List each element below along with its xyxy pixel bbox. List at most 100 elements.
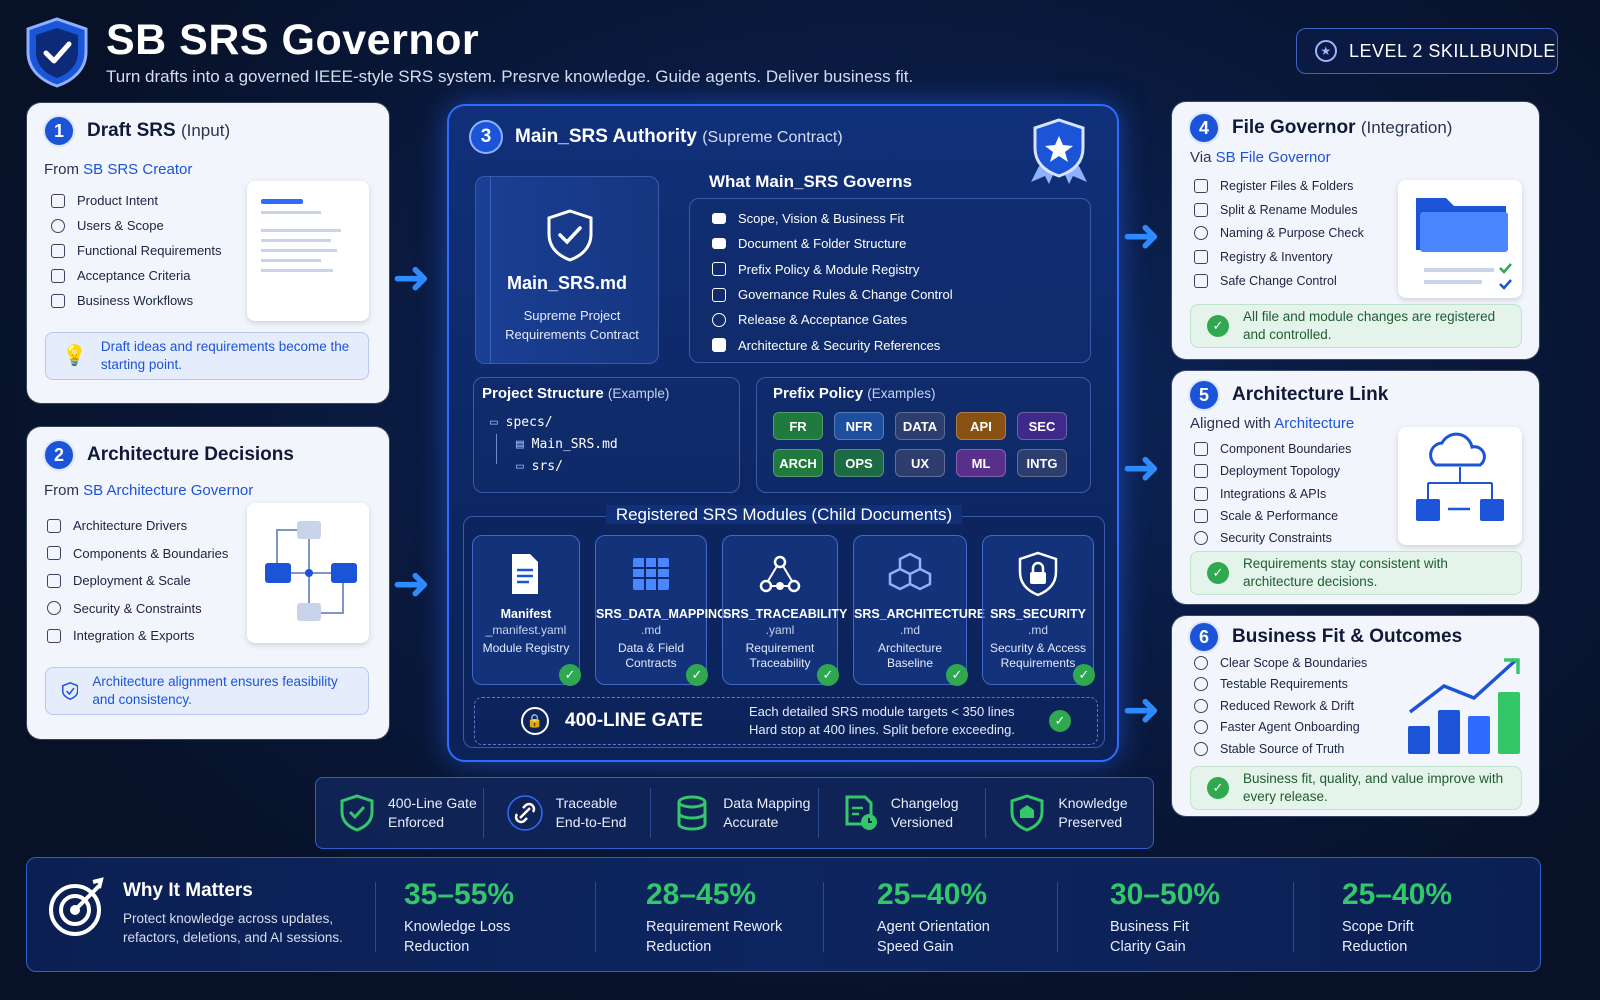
- card-note: 💡 Draft ideas and requirements become th…: [45, 332, 369, 380]
- list-item-label: Scope, Vision & Business Fit: [738, 211, 904, 227]
- stat-label-1: Business Fit: [1110, 919, 1189, 935]
- stat-item: 35–55% Knowledge Loss Reduction: [404, 878, 514, 957]
- page-subtitle: Turn drafts into a governed IEEE-style S…: [106, 67, 914, 86]
- topology-icon: [1194, 464, 1208, 479]
- module-card[interactable]: SRS_ARCHITECTURE .md Architecture Baseline…: [853, 535, 985, 686]
- module-card[interactable]: SRS_SECURITY .md Security & Access Require…: [982, 535, 1095, 686]
- file-icon: ▤: [516, 437, 524, 452]
- prefix-badge: SEC: [1017, 412, 1067, 440]
- clipboard-icon: [712, 287, 726, 302]
- list-item: Stable Source of Truth: [1194, 738, 1367, 760]
- list-item-label: Split & Rename Modules: [1220, 202, 1358, 217]
- prefix-badge: NFR: [834, 412, 884, 440]
- list-item: Acceptance Criteria: [51, 263, 222, 288]
- tree-folder: ▭ srs/: [490, 456, 618, 478]
- list-item: Integration & Exports: [47, 622, 228, 650]
- folder-icon: [1194, 178, 1208, 193]
- stat-label-2: Clarity Gain: [1110, 938, 1186, 955]
- architecture-diagram-icon: [247, 503, 369, 643]
- divider: [595, 882, 596, 952]
- check-icon: ✓: [817, 664, 839, 686]
- security-icon: [1194, 531, 1208, 546]
- source-prefix: From: [44, 161, 79, 178]
- source-link[interactable]: SB File Governor: [1215, 149, 1331, 166]
- module-card[interactable]: SRS_DATA_MAPPING .md Data & Field Contract…: [595, 535, 727, 686]
- check-icon: ✓: [1207, 777, 1229, 799]
- card-source: From SB SRS Creator: [44, 161, 192, 178]
- list-item: Safe Change Control: [1194, 269, 1364, 293]
- module-description: Requirement Traceability: [745, 641, 815, 670]
- card-title: Architecture Decisions: [87, 444, 294, 465]
- feature-line-1: Data Mapping: [723, 795, 811, 812]
- feature-line-1: Traceable: [555, 795, 618, 812]
- structure-tag: (Example): [607, 386, 670, 401]
- stat-value: 35–55%: [404, 878, 515, 911]
- source-link[interactable]: SB SRS Creator: [83, 161, 193, 178]
- module-description: Data & Field Contracts: [617, 641, 685, 670]
- card-note-text: Draft ideas and requirements become the …: [100, 339, 350, 372]
- modules-title-wrap: Registered SRS Modules (Child Documents): [464, 505, 1104, 525]
- card-note-text: All file and module changes are register…: [1243, 309, 1496, 342]
- source-link[interactable]: Architecture: [1274, 415, 1355, 432]
- list-item-label: Architecture Drivers: [73, 518, 188, 534]
- tree-file: ▤ Main_SRS.md: [490, 434, 618, 456]
- list-item-label: Business Workflows: [77, 293, 194, 308]
- divider: [375, 882, 376, 952]
- feature-item: Changelog Versioned: [819, 788, 987, 838]
- card-note: ✓ Requirements stay consistent with arch…: [1190, 551, 1522, 595]
- list-item-label: Reduced Rework & Drift: [1220, 698, 1355, 713]
- card-note: Architecture alignment ensures feasibili…: [45, 667, 369, 715]
- source-link[interactable]: SB Architecture Governor: [83, 482, 254, 499]
- feature-line-1: Knowledge: [1058, 795, 1128, 812]
- card-file-governor: 4 File Governor (Integration) Via SB Fil…: [1172, 102, 1539, 359]
- shield-check-logo-icon: [26, 17, 88, 88]
- lock-shield-icon: [1018, 551, 1058, 597]
- split-icon: [1194, 202, 1208, 217]
- panel-title-text: Main_SRS Authority: [515, 126, 697, 147]
- feature-line-2: Enforced: [388, 814, 445, 830]
- card-business-fit: 6 Business Fit & Outcomes Clear Scope & …: [1172, 616, 1539, 816]
- list-item-label: Acceptance Criteria: [77, 268, 191, 283]
- list-item: Testable Requirements: [1194, 674, 1367, 696]
- feature-line-2: Preserved: [1058, 814, 1123, 830]
- step-number: 4: [1188, 112, 1220, 144]
- stat-label-2: Reduction: [1342, 938, 1408, 955]
- card-item-list: Architecture Drivers Components & Bounda…: [47, 512, 228, 650]
- card-item-list: Product Intent Users & Scope Functional …: [51, 188, 222, 313]
- divider: [1057, 882, 1058, 952]
- structure-title-text: Project Structure: [482, 385, 604, 402]
- api-icon: [1194, 486, 1208, 501]
- feature-line-2: Versioned: [890, 814, 954, 830]
- structure-title: Project Structure (Example): [482, 385, 669, 402]
- level-badge-label: LEVEL 2 SKILLBUNDLE: [1349, 40, 1556, 61]
- list-item: Architecture Drivers: [47, 512, 228, 540]
- list-item: Naming & Purpose Check: [1194, 222, 1364, 246]
- list-item-label: Integration & Exports: [73, 628, 195, 644]
- prefix-badge: OPS: [834, 449, 884, 477]
- pen-icon: [51, 193, 65, 208]
- card-title-text: File Governor: [1232, 117, 1356, 138]
- document-icon: [51, 243, 65, 258]
- check-icon: ✓: [1207, 562, 1229, 584]
- check-circle-icon: [1194, 677, 1208, 692]
- panel-title: Main_SRS Authority (Supreme Contract): [515, 126, 843, 148]
- module-file: .md: [1027, 623, 1048, 637]
- folder-icon: ▭: [490, 415, 498, 430]
- card-note-text: Business fit, quality, and value improve…: [1243, 771, 1504, 804]
- list-item-label: Deployment Topology: [1220, 464, 1340, 479]
- gate-icon: [712, 312, 726, 327]
- document-icon: [512, 554, 538, 594]
- card-title: Architecture Link: [1232, 384, 1389, 405]
- tree-folder: ▭ specs/: [490, 412, 618, 434]
- list-item-label: Safe Change Control: [1220, 274, 1337, 289]
- gate-line-1: Each detailed SRS module targets < 350 l…: [748, 704, 1015, 720]
- cloud-network-illustration-icon: [1398, 427, 1522, 545]
- module-card[interactable]: SRS_TRACEABILITY .yaml Requirement Traceab…: [722, 535, 847, 686]
- card-note-text: Requirements stay consistent with archit…: [1243, 556, 1448, 589]
- prefix-badge: UX: [895, 449, 945, 477]
- module-card[interactable]: Manifest _manifest.yaml Module Registry ✓: [472, 535, 581, 686]
- prefix-badge: ARCH: [773, 449, 823, 477]
- stat-item: 28–45% Requirement Rework Reduction: [646, 878, 782, 957]
- knowledge-shield-icon: [1010, 794, 1044, 832]
- lock-gate-icon: 🔒: [521, 707, 549, 735]
